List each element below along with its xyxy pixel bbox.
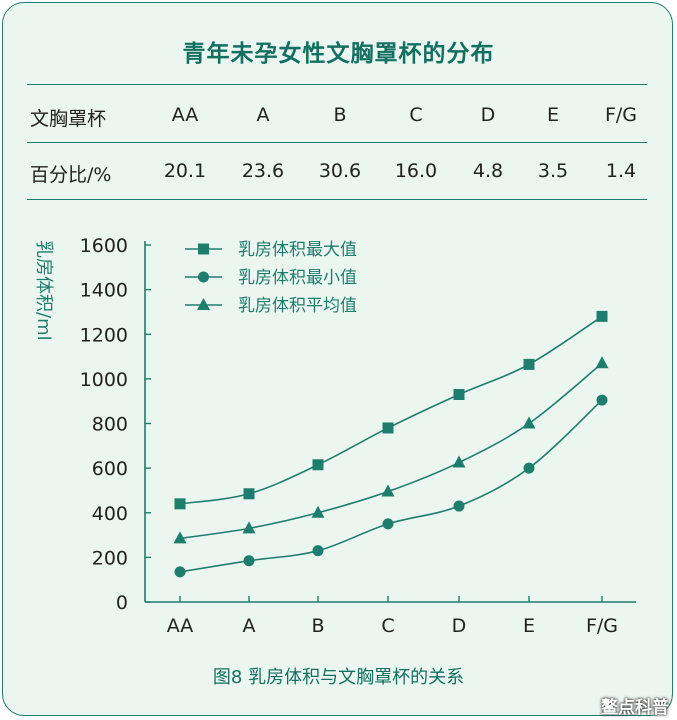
figure-title: 青年未孕女性文胸罩杯的分布 — [182, 41, 495, 67]
y-tick-label: 400 — [92, 503, 128, 525]
data-point-circle — [243, 555, 255, 567]
data-point-square — [596, 310, 608, 322]
data-point-square — [198, 243, 209, 255]
y-tick-label: 0 — [116, 592, 128, 614]
x-tick-label: F/G — [586, 615, 618, 637]
data-point-triangle — [381, 484, 395, 497]
data-point-triangle — [595, 356, 609, 369]
legend-label: 乳房体积平均值 — [238, 296, 357, 316]
table-row-cups: 文胸罩杯 AA A B C D E F/G — [0, 104, 677, 134]
series-triangle — [173, 356, 609, 544]
table-row-header-cup: 文胸罩杯 — [30, 108, 107, 130]
data-point-square — [523, 358, 535, 370]
x-tick-label: D — [452, 615, 467, 637]
data-point-triangle — [452, 455, 466, 468]
series-square — [174, 310, 608, 510]
legend-label: 乳房体积最小值 — [238, 268, 357, 288]
data-point-circle — [523, 462, 535, 474]
y-tick-label: 600 — [92, 458, 128, 480]
table-percent-cell: 23.6 — [241, 160, 285, 182]
data-point-square — [243, 488, 255, 500]
y-tick-label: 1200 — [80, 324, 128, 346]
data-point-triangle — [242, 521, 256, 534]
series-line — [179, 315, 603, 505]
y-axis-label: 乳房体积/ml — [33, 240, 54, 341]
data-point-circle — [174, 566, 186, 578]
legend-item: 乳房体积平均值 — [185, 296, 357, 316]
data-point-triangle — [522, 416, 536, 429]
table-percent-cell: 3.5 — [537, 160, 569, 182]
table-cup-cell: E — [546, 104, 560, 126]
x-tick-label: E — [523, 615, 535, 637]
series-line — [179, 362, 603, 540]
x-tick-label: C — [381, 615, 394, 637]
table-percent-cell: 16.0 — [394, 160, 438, 182]
table-cup-cell: F/G — [604, 104, 638, 126]
data-point-circle — [382, 518, 394, 530]
table-mid-rule — [27, 142, 647, 143]
table-percent-cell: 4.8 — [472, 160, 504, 182]
data-point-square — [312, 459, 324, 471]
data-point-triangle — [311, 505, 325, 518]
figure-caption: 图8 乳房体积与文胸罩杯的关系 — [212, 667, 465, 688]
table-cup-cell: D — [480, 104, 496, 126]
table-row-header-percent: 百分比/% — [30, 164, 112, 186]
table-percent-cell: 30.6 — [318, 160, 362, 182]
y-tick-label: 1400 — [80, 280, 128, 302]
y-tick-label: 1600 — [80, 235, 128, 257]
data-point-circle — [453, 500, 465, 512]
table-bottom-rule — [27, 199, 647, 200]
y-tick-label: 800 — [92, 414, 128, 436]
watermark: 鳌点科普 — [601, 698, 669, 718]
data-point-circle — [312, 545, 324, 557]
data-point-square — [174, 498, 186, 510]
legend-item: 乳房体积最小值 — [185, 268, 357, 288]
table-percent-cell: 20.1 — [163, 160, 207, 182]
series-circle — [174, 394, 608, 578]
data-point-triangle — [197, 298, 210, 310]
table-cup-cell: AA — [171, 104, 199, 126]
table-cup-cell: C — [409, 104, 423, 126]
y-tick-label: 1000 — [80, 369, 128, 391]
table-top-rule — [27, 84, 647, 85]
table-row-percent: 百分比/% 20.1 23.6 30.6 16.0 4.8 3.5 1.4 — [0, 160, 677, 190]
x-tick-label: A — [243, 615, 256, 637]
table-percent-cell: 1.4 — [605, 160, 637, 182]
legend-item: 乳房体积最大值 — [185, 240, 357, 260]
data-point-circle — [198, 271, 209, 283]
legend-label: 乳房体积最大值 — [238, 240, 357, 260]
table-cup-cell: A — [256, 104, 270, 126]
data-point-square — [382, 422, 394, 434]
y-tick-label: 200 — [92, 547, 128, 569]
x-tick-label: AA — [167, 615, 194, 637]
data-point-square — [453, 388, 465, 400]
data-point-circle — [596, 394, 608, 406]
x-tick-label: B — [311, 615, 324, 637]
table-cup-cell: B — [333, 104, 347, 126]
data-point-triangle — [173, 531, 187, 544]
